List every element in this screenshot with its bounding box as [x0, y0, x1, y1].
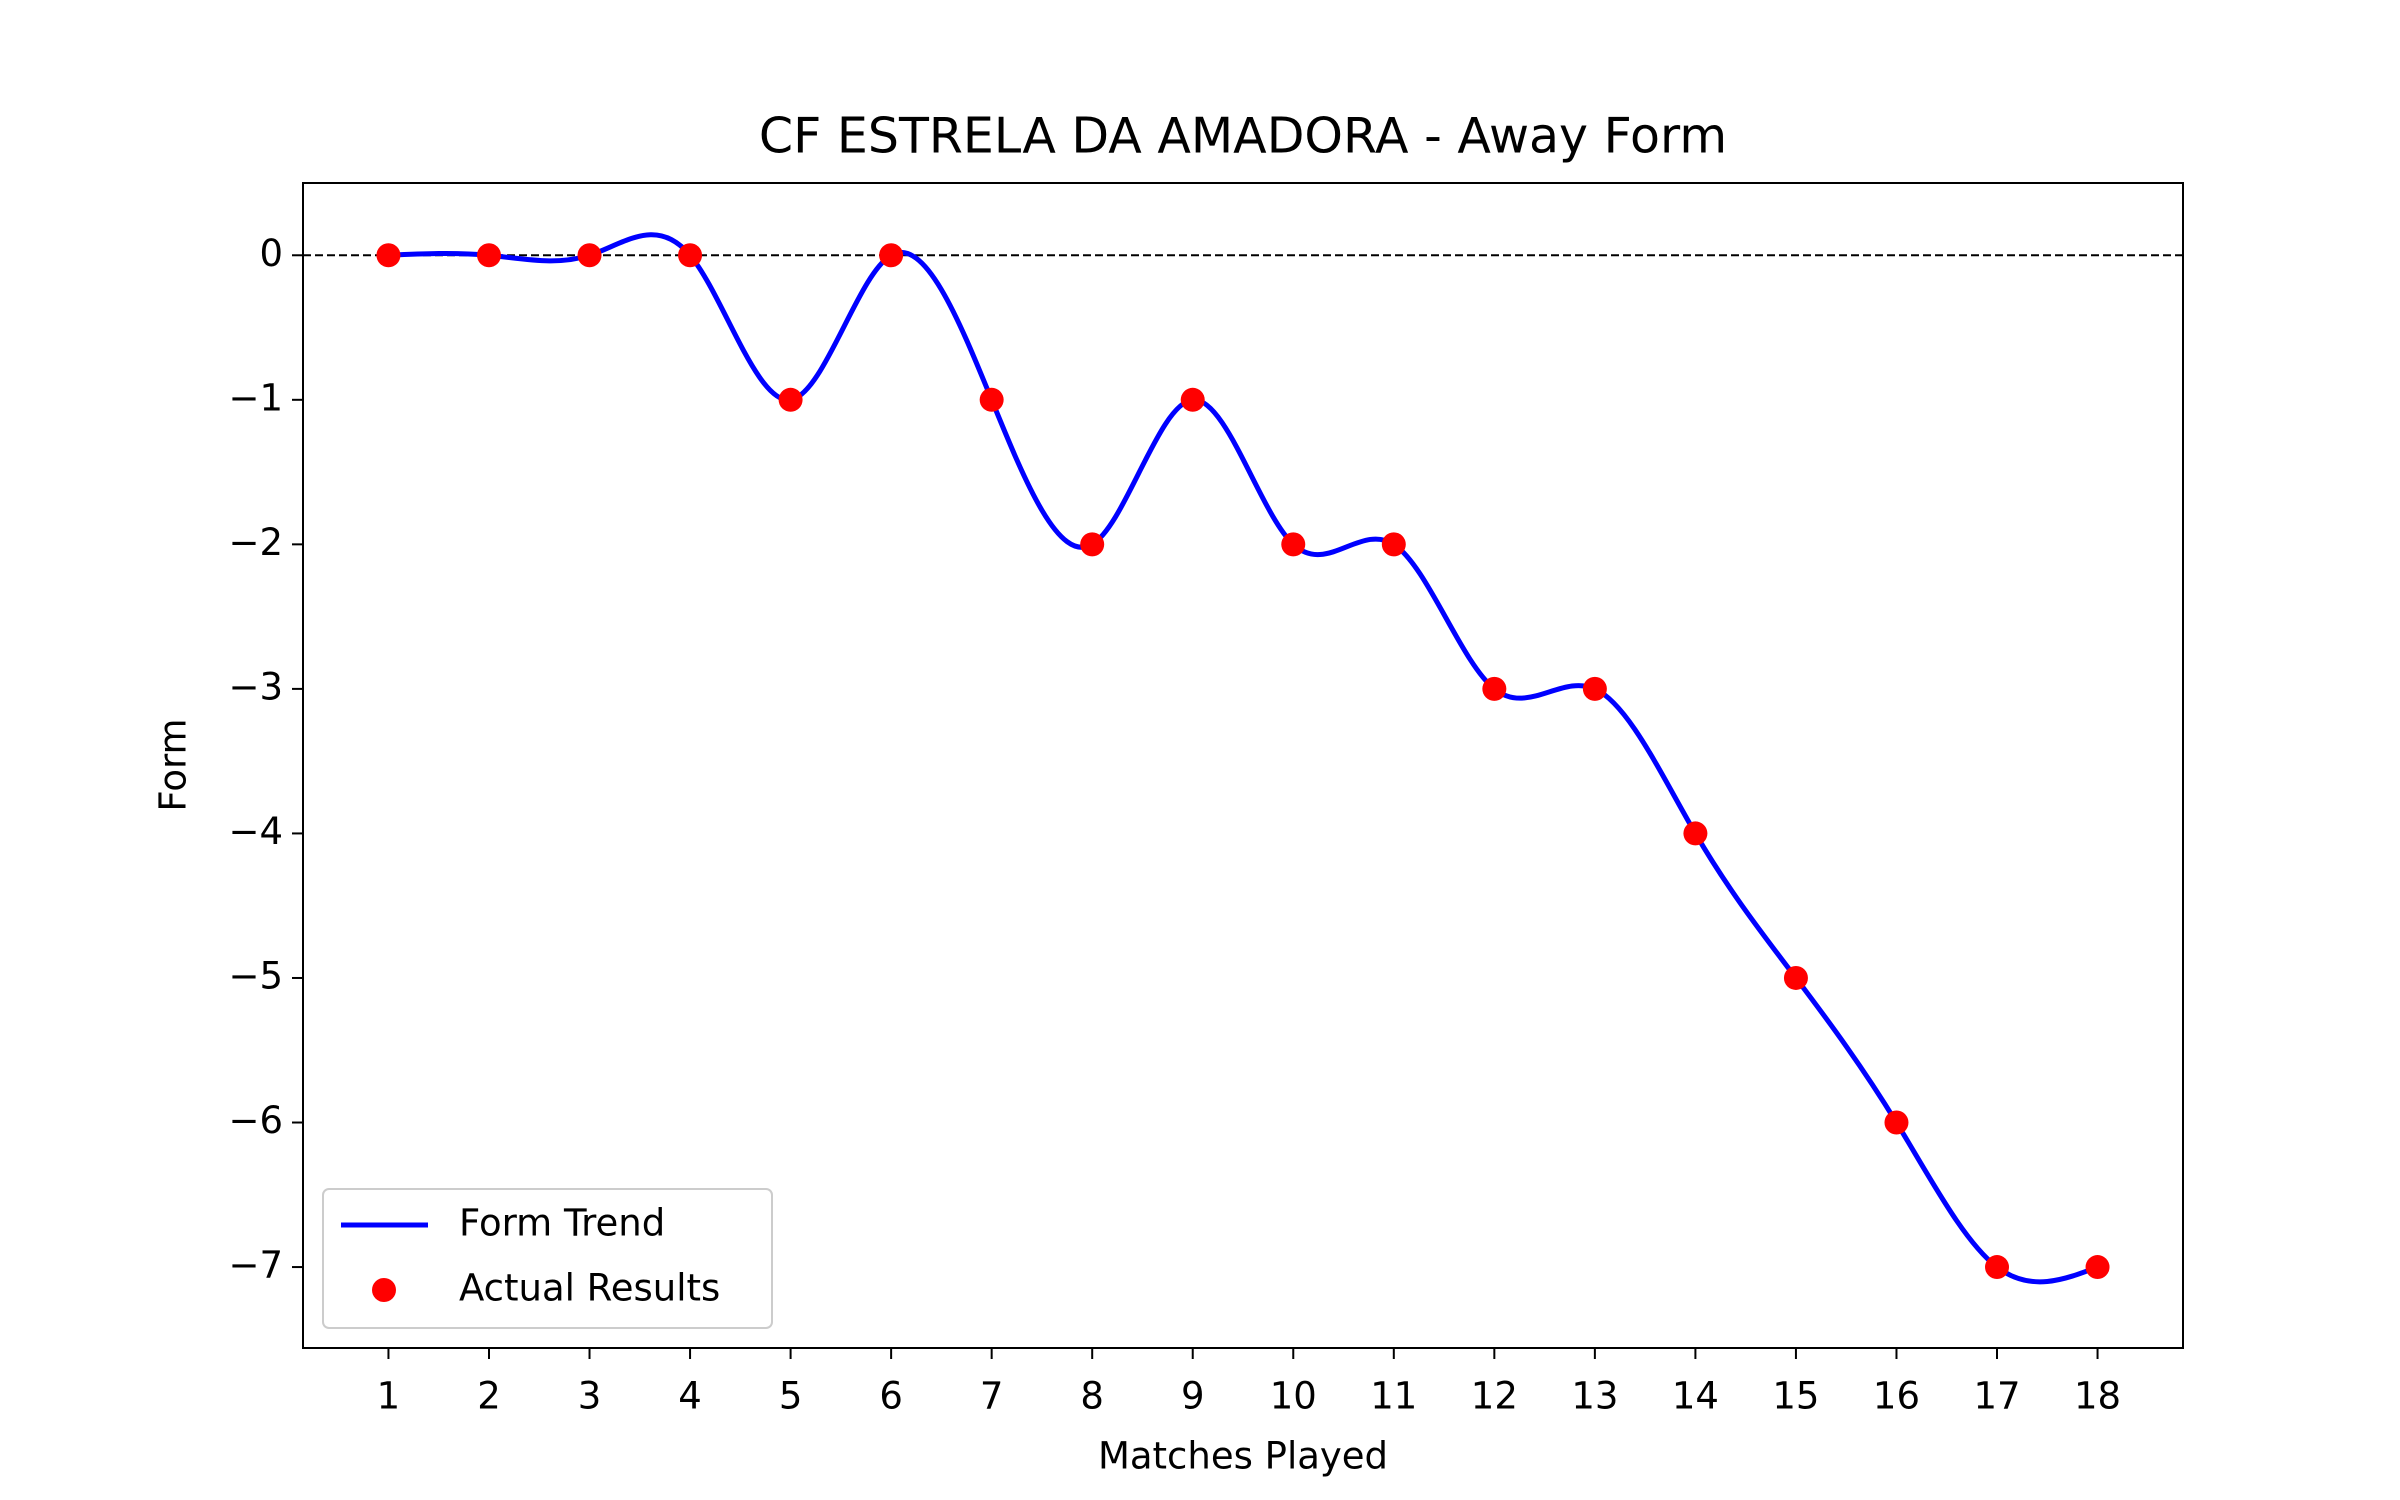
x-tick-label: 14 — [1672, 1375, 1719, 1418]
data-point — [1783, 965, 1808, 990]
y-tick-label: −3 — [228, 665, 283, 708]
x-tick-label: 8 — [1080, 1375, 1104, 1418]
x-tick-label: 7 — [980, 1375, 1004, 1418]
legend-label: Actual Results — [459, 1267, 720, 1310]
data-point — [1582, 676, 1607, 701]
data-point — [1884, 1110, 1909, 1135]
legend-label: Form Trend — [459, 1202, 665, 1245]
data-point — [577, 243, 602, 268]
x-tick-label: 9 — [1181, 1375, 1205, 1418]
y-tick-label: −7 — [228, 1244, 283, 1287]
x-tick-label: 12 — [1471, 1375, 1518, 1418]
x-tick-label: 5 — [779, 1375, 803, 1418]
y-tick-label: −6 — [228, 1099, 283, 1142]
data-point — [1683, 821, 1708, 846]
data-point — [1381, 532, 1406, 557]
chart-title: CF ESTRELA DA AMADORA - Away Form — [759, 108, 1727, 165]
data-point — [376, 243, 401, 268]
x-tick-label: 17 — [1973, 1375, 2020, 1418]
x-tick-label: 11 — [1370, 1375, 1417, 1418]
x-tick-label: 3 — [578, 1375, 602, 1418]
x-tick-label: 10 — [1270, 1375, 1317, 1418]
trend-line — [388, 232, 2099, 1285]
x-tick-label: 6 — [879, 1375, 903, 1418]
data-point — [1985, 1255, 2010, 1280]
x-tick-label: 1 — [377, 1375, 401, 1418]
data-point — [476, 243, 501, 268]
y-tick-label: −4 — [228, 810, 283, 853]
legend-swatch — [372, 1278, 396, 1302]
y-tick-label: −2 — [228, 521, 283, 564]
data-point — [778, 387, 803, 412]
data-point — [1180, 387, 1205, 412]
data-point — [1281, 532, 1306, 557]
data-point — [1482, 676, 1507, 701]
y-axis-label: Form — [152, 718, 195, 811]
y-tick-label: −5 — [228, 954, 283, 997]
y-tick-label: 0 — [259, 232, 283, 275]
x-tick-label: 16 — [1873, 1375, 1920, 1418]
data-point — [2085, 1255, 2110, 1280]
data-point — [1080, 532, 1105, 557]
x-axis-label: Matches Played — [1098, 1435, 1388, 1478]
x-tick-label: 13 — [1571, 1375, 1618, 1418]
x-tick-label: 2 — [477, 1375, 501, 1418]
plot-frame — [302, 182, 2184, 1349]
data-point — [879, 243, 904, 268]
x-tick-label: 15 — [1772, 1375, 1819, 1418]
x-tick-label: 18 — [2074, 1375, 2121, 1418]
x-tick-label: 4 — [678, 1375, 702, 1418]
legend-box — [322, 1188, 773, 1329]
data-point — [979, 387, 1004, 412]
y-tick-label: −1 — [228, 376, 283, 419]
data-point — [678, 243, 703, 268]
